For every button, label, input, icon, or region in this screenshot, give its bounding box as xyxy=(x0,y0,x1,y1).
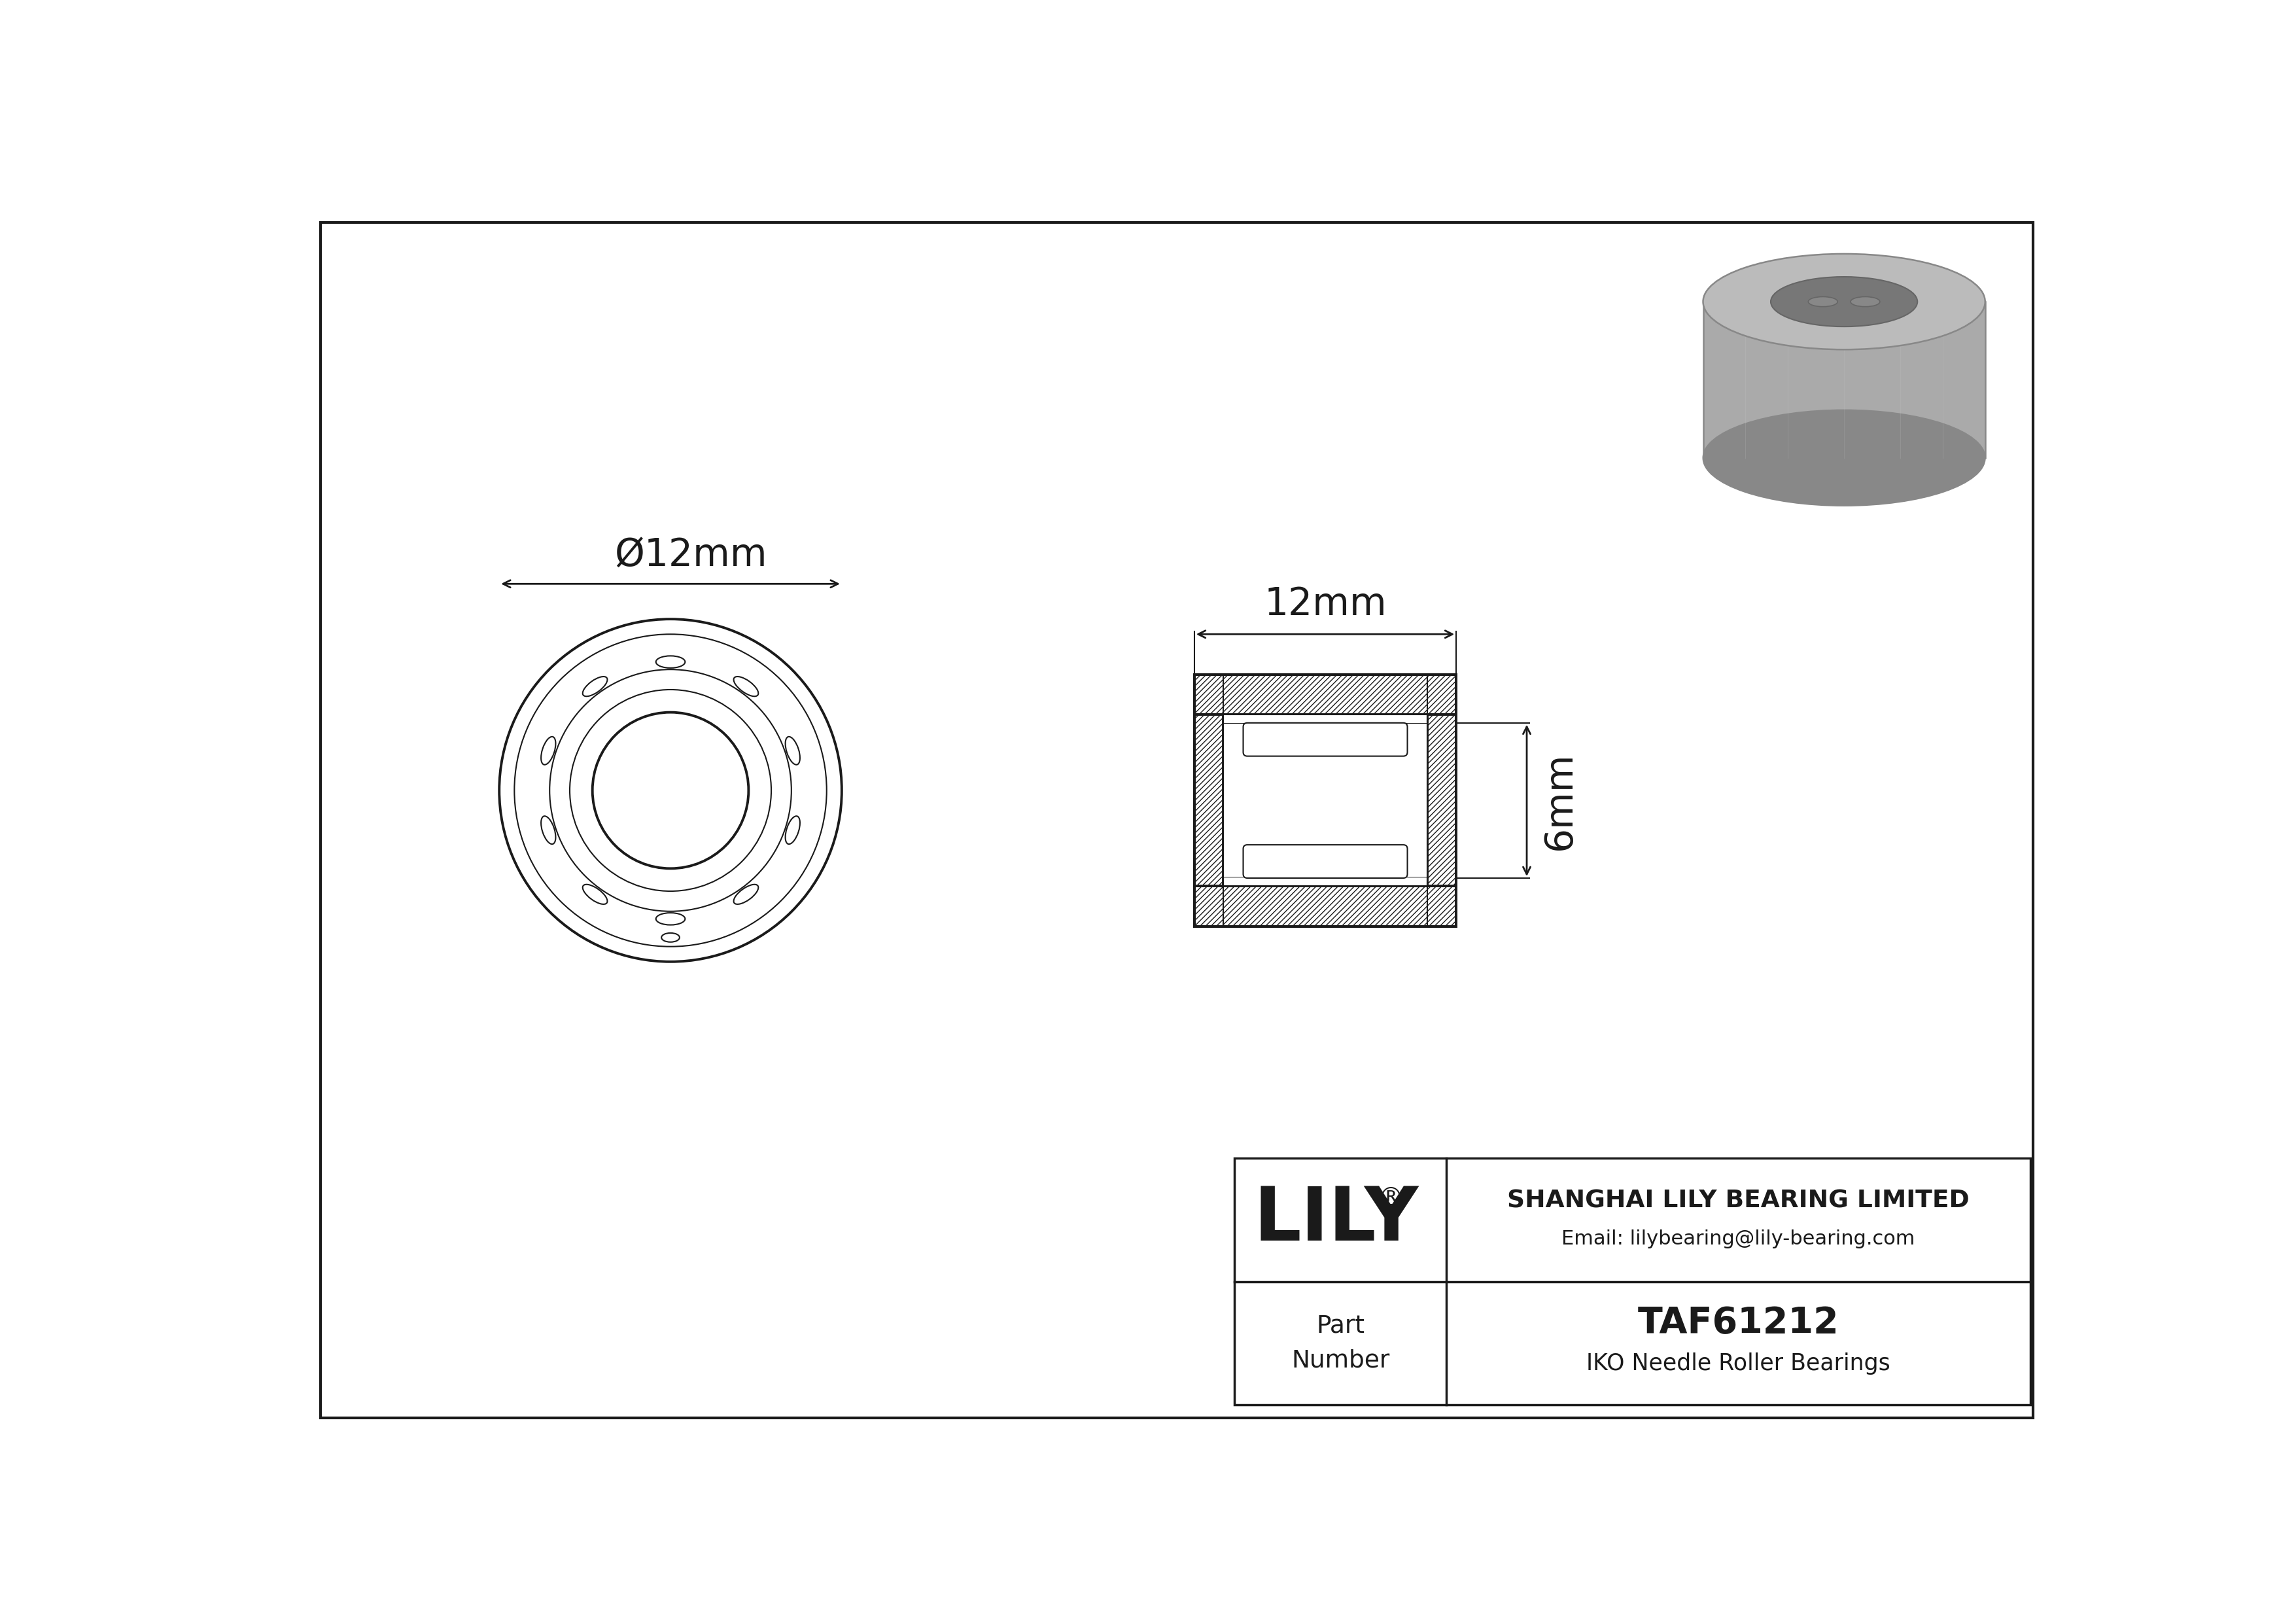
Text: ®: ® xyxy=(1378,1186,1403,1210)
Text: TAF61212: TAF61212 xyxy=(1637,1306,1839,1341)
Text: Email: lilybearing@lily-bearing.com: Email: lilybearing@lily-bearing.com xyxy=(1561,1229,1915,1249)
Ellipse shape xyxy=(1851,297,1880,307)
Text: Part
Number: Part Number xyxy=(1290,1314,1389,1372)
Bar xyxy=(1428,715,1456,887)
Text: SHANGHAI LILY BEARING LIMITED: SHANGHAI LILY BEARING LIMITED xyxy=(1506,1189,1970,1213)
Ellipse shape xyxy=(1770,276,1917,326)
Ellipse shape xyxy=(1809,297,1837,307)
Bar xyxy=(1194,887,1456,926)
Ellipse shape xyxy=(1704,409,1986,505)
Bar xyxy=(1235,1158,2030,1405)
Text: IKO Needle Roller Bearings: IKO Needle Roller Bearings xyxy=(1587,1353,1890,1374)
Bar xyxy=(1224,715,1428,724)
FancyBboxPatch shape xyxy=(1242,723,1407,757)
Bar xyxy=(1224,877,1428,887)
Text: 12mm: 12mm xyxy=(1263,586,1387,624)
Text: 6mm: 6mm xyxy=(1541,752,1577,849)
FancyBboxPatch shape xyxy=(1242,844,1407,879)
Bar xyxy=(1224,724,1428,877)
Bar xyxy=(1194,674,1456,715)
Bar xyxy=(1704,302,1986,458)
Ellipse shape xyxy=(1704,253,1986,349)
Text: LILY: LILY xyxy=(1254,1184,1419,1257)
Text: Ø12mm: Ø12mm xyxy=(615,536,767,573)
Bar xyxy=(1194,715,1224,887)
